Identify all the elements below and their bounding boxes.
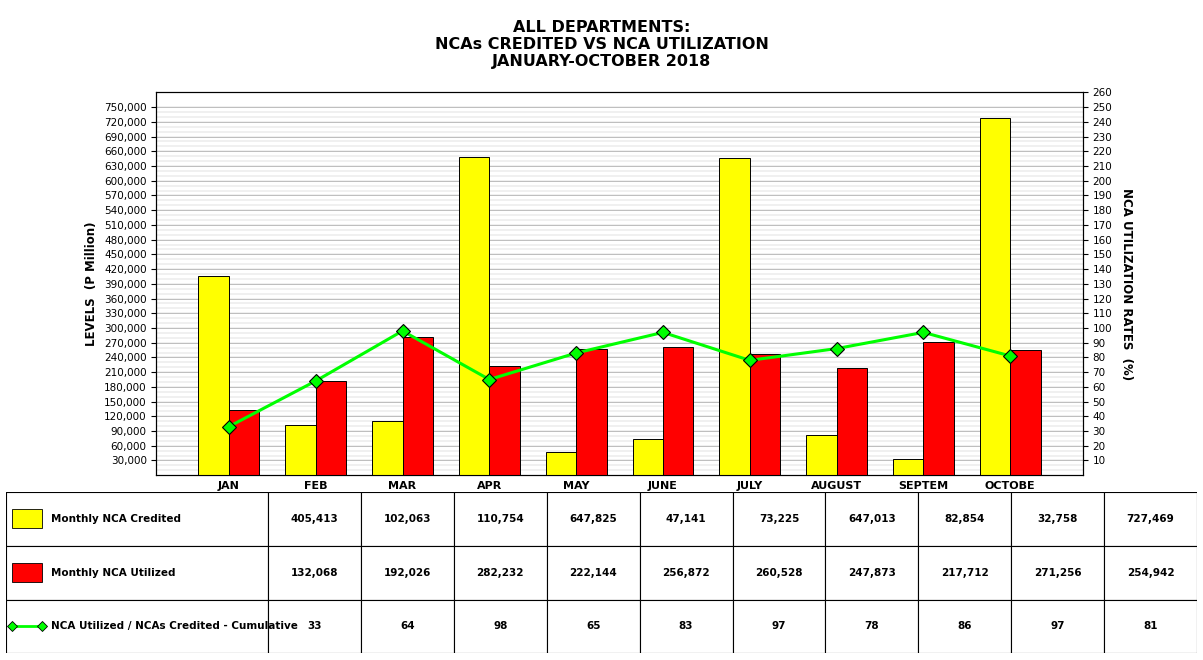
Text: 102,063: 102,063 xyxy=(384,513,431,523)
Text: 222,144: 222,144 xyxy=(569,568,617,578)
FancyBboxPatch shape xyxy=(1104,492,1197,546)
Text: 97: 97 xyxy=(771,622,787,632)
Bar xyxy=(633,440,663,475)
FancyBboxPatch shape xyxy=(546,546,640,599)
FancyBboxPatch shape xyxy=(361,546,454,599)
FancyBboxPatch shape xyxy=(1012,492,1104,546)
Bar xyxy=(576,349,606,475)
Text: 647,013: 647,013 xyxy=(848,513,896,523)
Bar xyxy=(372,421,403,475)
FancyBboxPatch shape xyxy=(918,599,1012,653)
Text: 82,854: 82,854 xyxy=(944,513,985,523)
Text: 260,528: 260,528 xyxy=(755,568,802,578)
Bar xyxy=(229,411,260,475)
Text: 254,942: 254,942 xyxy=(1127,568,1174,578)
FancyBboxPatch shape xyxy=(733,492,825,546)
FancyBboxPatch shape xyxy=(12,563,42,582)
Text: 73,225: 73,225 xyxy=(759,513,799,523)
Bar xyxy=(806,434,836,475)
FancyBboxPatch shape xyxy=(546,599,640,653)
FancyBboxPatch shape xyxy=(6,546,268,599)
Bar xyxy=(924,342,954,475)
Text: 256,872: 256,872 xyxy=(662,568,710,578)
FancyBboxPatch shape xyxy=(6,492,268,546)
Bar xyxy=(719,158,749,475)
FancyBboxPatch shape xyxy=(825,546,918,599)
FancyBboxPatch shape xyxy=(825,599,918,653)
Bar xyxy=(893,459,924,475)
FancyBboxPatch shape xyxy=(12,509,42,529)
Y-axis label: LEVELS  (P Million): LEVELS (P Million) xyxy=(85,222,99,346)
Text: 217,712: 217,712 xyxy=(941,568,989,578)
Text: 247,873: 247,873 xyxy=(848,568,896,578)
FancyBboxPatch shape xyxy=(640,599,733,653)
Text: 78: 78 xyxy=(865,622,879,632)
FancyBboxPatch shape xyxy=(1104,546,1197,599)
Y-axis label: NCA UTILIZATION RATES  (%): NCA UTILIZATION RATES (%) xyxy=(1120,187,1133,380)
Text: 47,141: 47,141 xyxy=(665,513,706,523)
Text: 282,232: 282,232 xyxy=(476,568,525,578)
Text: 64: 64 xyxy=(401,622,415,632)
Bar xyxy=(403,337,433,475)
Text: 727,469: 727,469 xyxy=(1127,513,1174,523)
Text: 132,068: 132,068 xyxy=(291,568,338,578)
FancyBboxPatch shape xyxy=(918,546,1012,599)
Bar xyxy=(836,368,867,475)
FancyBboxPatch shape xyxy=(454,492,546,546)
FancyBboxPatch shape xyxy=(1012,546,1104,599)
Bar xyxy=(198,277,229,475)
Text: 97: 97 xyxy=(1050,622,1065,632)
Bar xyxy=(285,425,315,475)
FancyBboxPatch shape xyxy=(6,599,268,653)
FancyBboxPatch shape xyxy=(640,492,733,546)
Text: 81: 81 xyxy=(1143,622,1157,632)
FancyBboxPatch shape xyxy=(268,492,361,546)
Text: 110,754: 110,754 xyxy=(476,513,525,523)
FancyBboxPatch shape xyxy=(454,599,546,653)
FancyBboxPatch shape xyxy=(640,546,733,599)
Bar xyxy=(546,452,576,475)
FancyBboxPatch shape xyxy=(1104,599,1197,653)
Bar xyxy=(458,157,490,475)
Text: 86: 86 xyxy=(958,622,972,632)
FancyBboxPatch shape xyxy=(1012,599,1104,653)
Text: 33: 33 xyxy=(307,622,321,632)
Text: 271,256: 271,256 xyxy=(1033,568,1081,578)
Text: Monthly NCA Credited: Monthly NCA Credited xyxy=(52,513,182,523)
FancyBboxPatch shape xyxy=(361,492,454,546)
FancyBboxPatch shape xyxy=(733,546,825,599)
FancyBboxPatch shape xyxy=(454,546,546,599)
Text: ALL DEPARTMENTS:
NCAs CREDITED VS NCA UTILIZATION
JANUARY-OCTOBER 2018: ALL DEPARTMENTS: NCAs CREDITED VS NCA UT… xyxy=(434,20,769,69)
FancyBboxPatch shape xyxy=(918,492,1012,546)
Bar xyxy=(315,381,346,475)
FancyBboxPatch shape xyxy=(6,492,1197,653)
FancyBboxPatch shape xyxy=(268,546,361,599)
FancyBboxPatch shape xyxy=(733,599,825,653)
Bar xyxy=(749,354,781,475)
Text: 98: 98 xyxy=(493,622,508,632)
Text: 647,825: 647,825 xyxy=(569,513,617,523)
Text: 83: 83 xyxy=(678,622,693,632)
FancyBboxPatch shape xyxy=(546,492,640,546)
Bar xyxy=(490,366,520,475)
Text: 32,758: 32,758 xyxy=(1037,513,1078,523)
Bar xyxy=(1011,350,1041,475)
Text: 192,026: 192,026 xyxy=(384,568,431,578)
Text: 405,413: 405,413 xyxy=(291,513,338,523)
FancyBboxPatch shape xyxy=(825,492,918,546)
Text: Monthly NCA Utilized: Monthly NCA Utilized xyxy=(52,568,176,578)
Bar xyxy=(979,118,1011,475)
Text: 65: 65 xyxy=(586,622,600,632)
Text: NCA Utilized / NCAs Credited - Cumulative: NCA Utilized / NCAs Credited - Cumulativ… xyxy=(52,622,298,632)
Bar xyxy=(663,347,693,475)
FancyBboxPatch shape xyxy=(268,599,361,653)
FancyBboxPatch shape xyxy=(361,599,454,653)
